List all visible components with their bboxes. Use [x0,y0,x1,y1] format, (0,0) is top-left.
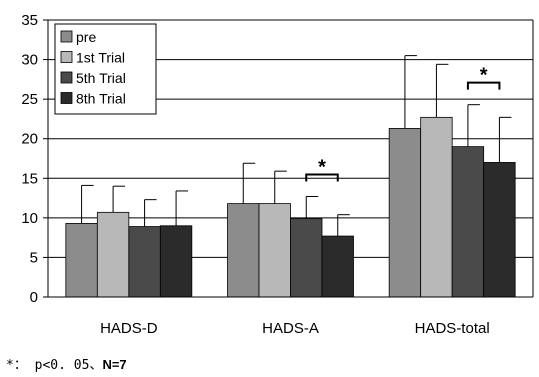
bar-1st-trial-hads-total [420,116,453,298]
legend-label: 5th Trial [76,70,126,86]
bar-pre-hads-a [227,203,260,298]
legend-label: 1st Trial [76,50,125,66]
legend-label: pre [76,29,96,45]
y-tick-label: 30 [21,52,38,69]
significance-bracket [466,81,501,90]
significance-star: * [480,65,488,87]
x-category-label: HADS-total [415,320,490,337]
legend: pre 1st Trial 5th Trial 8th Trial [54,23,157,115]
bar-pre-hads-d [65,222,98,298]
axes [47,19,534,298]
bar-5th-trial-hads-a [290,218,323,298]
y-tick-label: 35 [21,12,38,29]
x-category-label: HADS-D [100,320,158,337]
bar-5th-trial-hads-total [451,146,485,298]
significance-bracket [305,173,339,182]
legend-swatch [60,51,73,63]
y-tick-label: 15 [21,170,38,187]
y-tick-label: 5 [30,249,38,266]
significance-markers: ** [305,65,501,182]
footnote: *： p<0. 05、N=7 [6,354,127,373]
legend-label: 8th Trial [76,91,126,107]
bar-5th-trial-hads-d [128,226,161,298]
x-category-label: HADS-A [262,320,319,337]
x-axis-categories: HADS-D HADS-A HADS-total [100,320,490,337]
legend-swatch [60,71,73,84]
bar-8th-trial-hads-total [483,162,516,298]
legend-swatch [60,92,73,104]
bar-1st-trial-hads-a [258,203,291,298]
bar-8th-trial-hads-d [159,225,193,298]
bar-pre-hads-total [388,128,422,298]
legend-swatch [60,30,73,43]
bar-8th-trial-hads-a [321,235,354,298]
bar-1st-trial-hads-d [96,211,130,298]
bars [65,116,516,298]
y-tick-label: 10 [21,210,38,227]
y-tick-label: 25 [21,91,38,108]
footnote-n: N=7 [102,357,127,372]
footnote-prefix: *： p<0. 05、 [6,358,103,373]
y-axis-ticks: 0 5 10 15 20 25 30 35 [21,12,48,306]
y-tick-label: 20 [21,131,38,148]
y-tick-label: 0 [30,289,38,306]
significance-star: * [318,156,326,178]
error-bars [81,55,512,237]
